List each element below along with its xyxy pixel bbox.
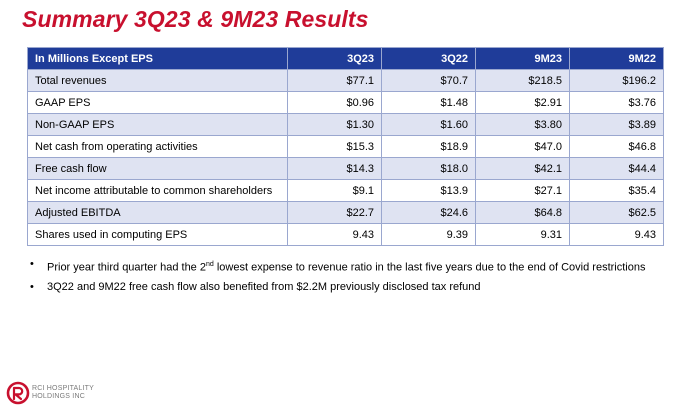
cell-3q22: $24.6 [381,201,476,224]
cell-9m22: $35.4 [569,179,664,202]
table-header-row: In Millions Except EPS 3Q23 3Q22 9M23 9M… [27,47,664,70]
cell-9m23: $47.0 [475,135,570,158]
cell-3q22: 9.39 [381,223,476,246]
row-label: Adjusted EBITDA [27,201,288,224]
cell-9m22: $44.4 [569,157,664,180]
cell-9m22: 9.43 [569,223,664,246]
header-3q22: 3Q22 [381,47,476,70]
table-row: Net income attributable to common shareh… [27,179,664,202]
logo-line-1: RCI HOSPITALITY [32,385,94,392]
cell-9m22: $3.76 [569,91,664,114]
row-label: Free cash flow [27,157,288,180]
cell-9m23: 9.31 [475,223,570,246]
table-row: Shares used in computing EPS 9.43 9.39 9… [27,223,664,246]
cell-9m22: $62.5 [569,201,664,224]
row-label: Net cash from operating activities [27,135,288,158]
page-title: Summary 3Q23 & 9M23 Results [22,6,369,32]
footnote-text: lowest expense to revenue ratio in the l… [213,261,646,274]
cell-9m23: $218.5 [475,69,570,92]
footnotes-list: • Prior year third quarter had the 2nd l… [30,258,670,300]
rci-logo-icon [6,381,30,405]
cell-9m22: $196.2 [569,69,664,92]
cell-9m23: $2.91 [475,91,570,114]
table-row: Non-GAAP EPS $1.30 $1.60 $3.80 $3.89 [27,113,664,136]
footnote-item: • Prior year third quarter had the 2nd l… [30,258,670,275]
cell-3q22: $70.7 [381,69,476,92]
logo-wordmark: RCI HOSPITALITY HOLDINGS INC [32,385,94,401]
footnote-item: • 3Q22 and 9M22 free cash flow also bene… [30,281,670,294]
table-row: Net cash from operating activities $15.3… [27,135,664,158]
cell-3q22: $1.48 [381,91,476,114]
cell-3q23: $22.7 [287,201,382,224]
table-row: GAAP EPS $0.96 $1.48 $2.91 $3.76 [27,91,664,114]
header-label: In Millions Except EPS [27,47,288,70]
cell-9m23: $64.8 [475,201,570,224]
table-row: Total revenues $77.1 $70.7 $218.5 $196.2 [27,69,664,92]
row-label: Shares used in computing EPS [27,223,288,246]
cell-3q23: $15.3 [287,135,382,158]
footnote-text: 3Q22 and 9M22 free cash flow also benefi… [47,280,481,293]
logo-line-2: HOLDINGS INC [32,393,85,400]
cell-3q23: 9.43 [287,223,382,246]
cell-3q22: $13.9 [381,179,476,202]
bullet-icon: • [30,280,34,293]
header-9m23: 9M23 [475,47,570,70]
cell-9m22: $3.89 [569,113,664,136]
cell-3q23: $9.1 [287,179,382,202]
row-label: Total revenues [27,69,288,92]
cell-9m23: $27.1 [475,179,570,202]
bullet-icon: • [30,258,34,270]
cell-9m23: $42.1 [475,157,570,180]
cell-9m22: $46.8 [569,135,664,158]
cell-3q22: $18.0 [381,157,476,180]
cell-3q23: $1.30 [287,113,382,136]
cell-3q22: $1.60 [381,113,476,136]
header-3q23: 3Q23 [287,47,382,70]
table-row: Free cash flow $14.3 $18.0 $42.1 $44.4 [27,157,664,180]
cell-3q23: $77.1 [287,69,382,92]
row-label: GAAP EPS [27,91,288,114]
footnote-superscript: nd [205,261,214,268]
cell-9m23: $3.80 [475,113,570,136]
row-label: Net income attributable to common shareh… [27,179,288,202]
footnote-text: Prior year third quarter had the 2 [47,261,206,274]
cell-3q23: $0.96 [287,91,382,114]
cell-3q23: $14.3 [287,157,382,180]
company-logo: RCI HOSPITALITY HOLDINGS INC [6,378,94,408]
header-9m22: 9M22 [569,47,664,70]
row-label: Non-GAAP EPS [27,113,288,136]
table-row: Adjusted EBITDA $22.7 $24.6 $64.8 $62.5 [27,201,664,224]
cell-3q22: $18.9 [381,135,476,158]
results-table: In Millions Except EPS 3Q23 3Q22 9M23 9M… [27,47,664,246]
